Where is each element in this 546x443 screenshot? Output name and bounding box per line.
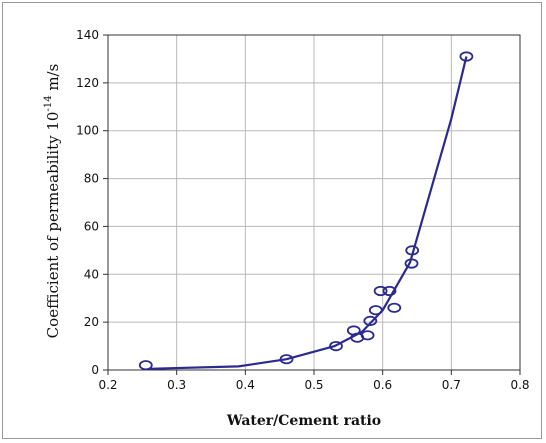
y-tick-label: 0 <box>91 363 99 377</box>
data-point <box>329 340 343 352</box>
y-tick-label: 60 <box>84 219 99 233</box>
data-point <box>363 315 378 326</box>
y-tick-label: 100 <box>76 124 99 138</box>
y-axis: 0 20 40 60 80 100 120 140 <box>76 28 108 377</box>
data-point <box>387 302 402 313</box>
data-point <box>373 285 388 297</box>
y-axis-label-exponent: -14 <box>43 95 54 111</box>
x-tick-label: 0.6 <box>373 378 392 392</box>
y-tick-label: 120 <box>76 76 99 90</box>
x-axis: 0.2 0.3 0.4 0.5 0.6 0.7 0.8 <box>98 370 530 392</box>
y-axis-label-main: Coefficient of permeability 10 <box>44 112 62 339</box>
data-point <box>360 330 375 341</box>
x-tick-label: 0.4 <box>236 378 255 392</box>
y-tick-label: 80 <box>84 172 99 186</box>
x-tick-label: 0.5 <box>304 378 323 392</box>
data-points <box>138 51 474 371</box>
grid <box>107 34 521 371</box>
data-point <box>279 354 294 365</box>
trend-line <box>149 56 468 370</box>
y-axis-label-unit: m/s <box>44 64 62 96</box>
data-point <box>405 245 420 256</box>
y-axis-label: Coefficient of permeability 10-14 m/s <box>43 64 62 339</box>
x-tick-label: 0.3 <box>167 378 186 392</box>
x-tick-label: 0.7 <box>442 378 461 392</box>
x-tick-label: 0.8 <box>510 378 529 392</box>
y-tick-label: 40 <box>84 267 99 281</box>
data-point <box>368 305 383 316</box>
data-point <box>138 360 153 371</box>
y-tick-label: 140 <box>76 28 99 42</box>
x-tick-label: 0.2 <box>98 378 117 392</box>
data-point <box>404 258 419 269</box>
y-tick-label: 20 <box>84 315 99 329</box>
data-point <box>459 51 474 62</box>
data-point <box>382 285 397 297</box>
chart-frame <box>2 2 542 439</box>
x-axis-label: Water/Cement ratio <box>226 413 381 429</box>
